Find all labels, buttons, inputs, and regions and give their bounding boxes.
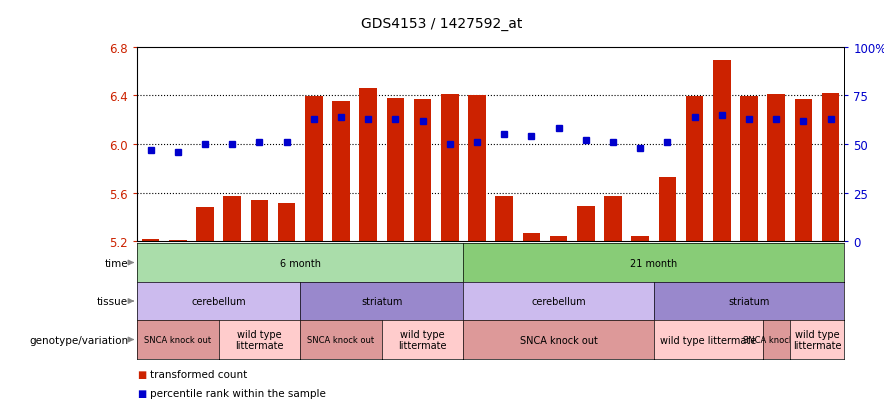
Text: SNCA knock out: SNCA knock out: [308, 335, 375, 344]
Bar: [169, 240, 187, 242]
Text: striatum: striatum: [362, 296, 402, 306]
Text: transformed count: transformed count: [150, 369, 248, 379]
Bar: [332, 102, 350, 242]
Bar: [469, 96, 486, 242]
Text: genotype/variation: genotype/variation: [29, 335, 128, 345]
Text: cerebellum: cerebellum: [531, 296, 586, 306]
Bar: [196, 208, 214, 242]
Bar: [795, 100, 812, 242]
Text: SNCA knock out: SNCA knock out: [520, 335, 598, 345]
Text: SNCA knock out: SNCA knock out: [144, 335, 211, 344]
Bar: [250, 200, 268, 242]
Text: SNCA knock out: SNCA knock out: [743, 335, 810, 344]
Text: ■: ■: [137, 388, 146, 398]
Bar: [740, 97, 758, 242]
Bar: [767, 95, 785, 242]
Bar: [414, 100, 431, 242]
Bar: [386, 98, 404, 242]
Text: tissue: tissue: [97, 296, 128, 306]
Text: wild type
littermate: wild type littermate: [793, 329, 842, 351]
Bar: [577, 206, 595, 242]
Bar: [550, 237, 568, 242]
Text: cerebellum: cerebellum: [191, 296, 246, 306]
Text: striatum: striatum: [728, 296, 770, 306]
Bar: [713, 61, 731, 242]
Text: wild type littermate: wild type littermate: [660, 335, 757, 345]
Text: wild type
littermate: wild type littermate: [235, 329, 284, 351]
Text: percentile rank within the sample: percentile rank within the sample: [150, 388, 326, 398]
Bar: [686, 97, 704, 242]
Bar: [604, 197, 621, 242]
Text: time: time: [104, 258, 128, 268]
Bar: [305, 97, 323, 242]
Text: wild type
littermate: wild type littermate: [399, 329, 447, 351]
Text: ■: ■: [137, 369, 146, 379]
Text: 21 month: 21 month: [630, 258, 677, 268]
Bar: [278, 204, 295, 242]
Text: GDS4153 / 1427592_at: GDS4153 / 1427592_at: [362, 17, 522, 31]
Bar: [141, 239, 159, 242]
Bar: [224, 197, 241, 242]
Bar: [360, 89, 377, 242]
Bar: [441, 95, 459, 242]
Bar: [495, 197, 513, 242]
Bar: [822, 94, 840, 242]
Bar: [659, 177, 676, 242]
Bar: [522, 233, 540, 242]
Bar: [631, 237, 649, 242]
Text: 6 month: 6 month: [279, 258, 321, 268]
